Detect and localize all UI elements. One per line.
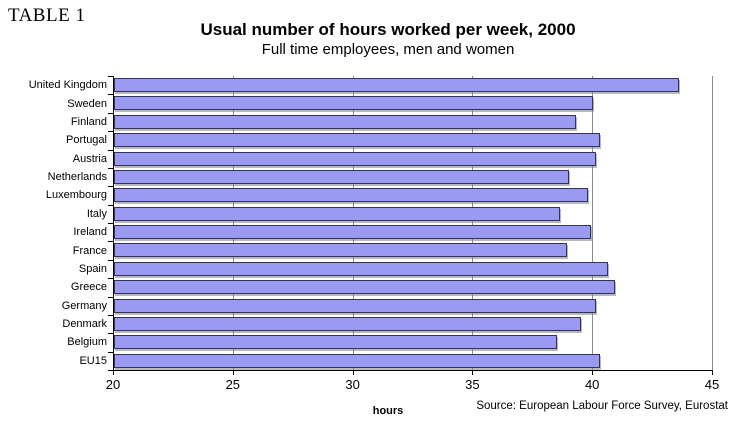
y-axis-tick bbox=[108, 76, 113, 77]
bar-italy bbox=[114, 206, 560, 221]
category-label: EU15 bbox=[79, 354, 107, 367]
y-axis-tick bbox=[108, 150, 113, 151]
bar-finland bbox=[114, 114, 577, 129]
bar-portugal bbox=[114, 133, 601, 148]
x-axis-tick bbox=[232, 370, 234, 375]
x-tick-label: 30 bbox=[345, 377, 360, 392]
bar-greece bbox=[114, 280, 615, 295]
y-axis-tick bbox=[108, 113, 113, 114]
category-label: Greece bbox=[70, 281, 107, 294]
y-axis-tick bbox=[108, 260, 113, 261]
bar-austria bbox=[114, 151, 596, 166]
category-label: Luxembourg bbox=[45, 189, 107, 202]
bar-belgium bbox=[114, 335, 558, 350]
source-note: Source: European Labour Force Survey, Eu… bbox=[476, 400, 728, 412]
x-axis-tick bbox=[592, 370, 594, 375]
category-label: Spain bbox=[78, 262, 107, 275]
bar-netherlands bbox=[114, 169, 570, 184]
y-axis-tick bbox=[108, 297, 113, 298]
gridline bbox=[352, 76, 354, 370]
category-label: France bbox=[72, 244, 107, 257]
category-label: Italy bbox=[86, 207, 107, 220]
category-label: United Kingdom bbox=[28, 79, 107, 92]
gridline bbox=[232, 76, 234, 370]
gridline bbox=[592, 76, 594, 370]
x-axis-tick bbox=[352, 370, 354, 375]
category-label: Netherlands bbox=[47, 171, 107, 184]
y-axis-tick bbox=[108, 352, 113, 353]
bar-germany bbox=[114, 298, 596, 313]
y-axis-tick bbox=[108, 131, 113, 132]
category-label: Denmark bbox=[62, 318, 107, 331]
y-axis-tick bbox=[108, 94, 113, 95]
x-axis-tick bbox=[472, 370, 474, 375]
bar-france bbox=[114, 243, 567, 258]
category-label: Austria bbox=[72, 152, 107, 165]
y-axis-tick bbox=[108, 205, 113, 206]
bar-sweden bbox=[114, 96, 594, 111]
y-axis-tick bbox=[108, 241, 113, 242]
bar-spain bbox=[114, 261, 608, 276]
x-axis-title: hours bbox=[372, 405, 404, 417]
category-label: Finland bbox=[70, 115, 107, 128]
bar-eu15 bbox=[114, 353, 601, 368]
x-tick-label: 45 bbox=[704, 377, 720, 392]
bar-united-kingdom bbox=[114, 78, 680, 92]
category-label: Portugal bbox=[66, 134, 107, 147]
x-axis-tick bbox=[712, 370, 713, 375]
category-label: Ireland bbox=[73, 226, 107, 239]
category-axis-labels: United Kingdom Sweden Finland Portugal Austr… bbox=[0, 76, 107, 370]
y-axis-tick bbox=[108, 333, 113, 334]
bar-ireland bbox=[114, 225, 591, 239]
category-label: Germany bbox=[61, 299, 107, 312]
x-tick-label: 35 bbox=[465, 377, 480, 392]
bar-luxembourg bbox=[114, 188, 589, 203]
gridline bbox=[712, 76, 713, 370]
y-axis-tick bbox=[108, 315, 113, 316]
category-label: Belgium bbox=[67, 336, 107, 349]
y-axis-tick bbox=[108, 223, 113, 224]
plot-area bbox=[113, 76, 713, 371]
bar-denmark bbox=[114, 316, 582, 331]
y-axis-tick bbox=[108, 186, 113, 187]
category-label: Sweden bbox=[67, 97, 107, 110]
y-axis-tick bbox=[108, 278, 113, 279]
y-axis-tick bbox=[108, 168, 113, 169]
table-label: TABLE 1 bbox=[8, 5, 86, 26]
gridline bbox=[472, 76, 474, 370]
x-tick-label: 25 bbox=[225, 377, 241, 392]
x-tick-label: 40 bbox=[584, 377, 600, 392]
x-axis-tick bbox=[113, 370, 114, 375]
x-tick-label: 20 bbox=[105, 377, 121, 392]
y-axis-tick bbox=[108, 370, 113, 371]
chart-subtitle: Full time employees, men and women bbox=[261, 41, 515, 58]
chart-title: Usual number of hours worked per week, 2… bbox=[200, 20, 576, 39]
